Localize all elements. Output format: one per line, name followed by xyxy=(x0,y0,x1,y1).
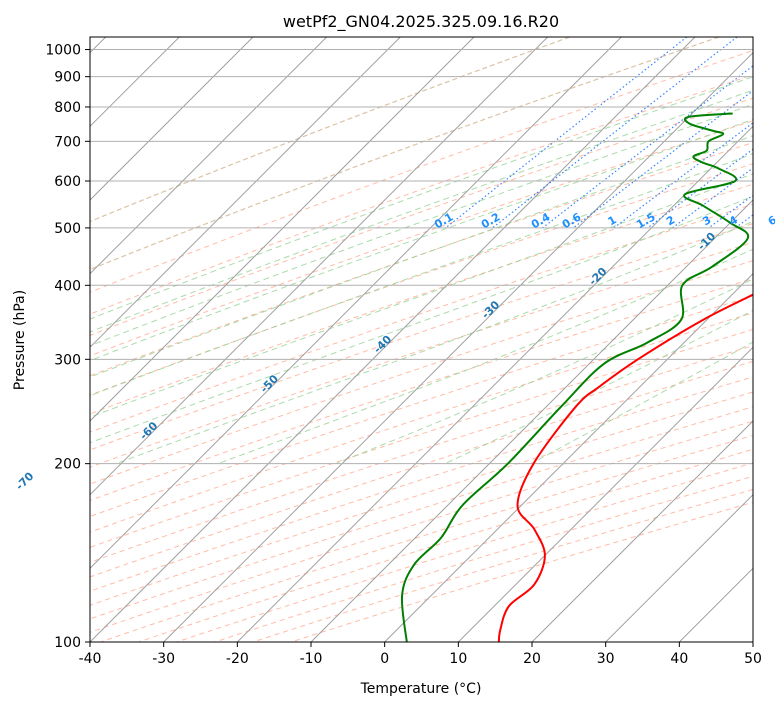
y-axis-title: Pressure (hPa) xyxy=(12,290,28,390)
isohume-label: 6 xyxy=(766,213,775,228)
mixing-ratio-line xyxy=(708,194,753,229)
y-tick-label: 700 xyxy=(54,134,81,150)
isotherm-line xyxy=(384,272,753,642)
dry-adiabat xyxy=(90,278,753,501)
isotherm-line xyxy=(90,37,328,275)
mixing-ratio-line xyxy=(445,37,688,229)
dry-adiabat xyxy=(90,74,753,315)
x-tick-label: 10 xyxy=(449,651,467,667)
isotherm-line xyxy=(90,37,401,349)
plot-frame xyxy=(89,36,754,643)
isotherm-label: -70 xyxy=(13,469,36,492)
moist-adiabat xyxy=(90,153,753,397)
x-tick-label: -10 xyxy=(300,651,323,667)
dry-adiabat xyxy=(90,312,753,533)
isotherm-line xyxy=(605,493,753,642)
dry-adiabat xyxy=(90,406,753,620)
y-tick-label: 100 xyxy=(54,635,81,651)
y-tick-label: 200 xyxy=(54,457,81,473)
dry-adiabat xyxy=(90,260,753,485)
mixing-ratio-line xyxy=(647,148,753,229)
x-tick-label: 50 xyxy=(744,651,762,667)
dry-adiabat xyxy=(90,376,753,592)
isotherm-line xyxy=(90,37,549,496)
moist-adiabat xyxy=(116,220,753,465)
isotherm-line xyxy=(236,125,753,642)
x-tick-label: -40 xyxy=(79,651,102,667)
plot-background xyxy=(90,37,753,642)
dry-adiabat xyxy=(90,360,753,578)
moist-adiabat xyxy=(90,135,753,378)
temperature-profile xyxy=(497,293,753,642)
y-tick-label: 500 xyxy=(54,221,81,237)
dry-adiabat xyxy=(90,183,753,415)
profile-lines xyxy=(400,112,753,642)
x-tick-label: 30 xyxy=(597,651,615,667)
isotherm-line xyxy=(310,199,753,642)
moist-adiabat xyxy=(90,103,753,347)
x-tick-label: 0 xyxy=(380,651,389,667)
dry-adiabat xyxy=(100,434,753,642)
dry-adiabat xyxy=(176,462,753,642)
y-tick-label: 800 xyxy=(54,100,81,116)
isotherm-line xyxy=(90,37,475,422)
moist-adiabat xyxy=(444,309,753,465)
y-tick-label: 1000 xyxy=(45,43,81,59)
x-tick-label: -20 xyxy=(226,651,249,667)
mixing-ratio-line xyxy=(572,89,753,229)
y-tick-label: 300 xyxy=(54,352,81,368)
x-axis-title: Temperature (°C) xyxy=(360,681,482,697)
dry-adiabat xyxy=(252,488,753,642)
dry-adiabat xyxy=(90,142,753,377)
chart-title: wetPf2_GN04.2025.325.09.16.R20 xyxy=(283,12,559,32)
isotherm-line xyxy=(457,346,753,642)
mixing-ratio-line xyxy=(492,37,738,229)
x-tick-label: 20 xyxy=(523,651,541,667)
pressure-grid xyxy=(90,49,753,642)
dewpoint-profile xyxy=(400,112,750,642)
moist-adiabat xyxy=(90,76,753,320)
background-lines xyxy=(90,37,753,642)
dry-adiabat xyxy=(90,328,753,548)
y-tick-label: 600 xyxy=(54,174,81,190)
isotherm-line xyxy=(90,37,696,642)
isotherm-line xyxy=(752,641,753,642)
isotherm-line xyxy=(90,37,254,201)
moist-adiabat xyxy=(90,89,753,333)
isotherm-line xyxy=(531,420,753,642)
isotherm-line xyxy=(90,37,622,570)
dry-adiabat xyxy=(90,203,753,433)
y-tick-label: 900 xyxy=(54,70,81,86)
x-tick-label: -30 xyxy=(152,651,175,667)
moist-adiabat xyxy=(90,118,753,362)
mixing-ratio-line xyxy=(542,65,753,229)
y-tick-label: 400 xyxy=(54,278,81,294)
isotherm-line xyxy=(163,51,753,642)
x-tick-label: 40 xyxy=(670,651,688,667)
dry-adiabat xyxy=(90,97,753,336)
